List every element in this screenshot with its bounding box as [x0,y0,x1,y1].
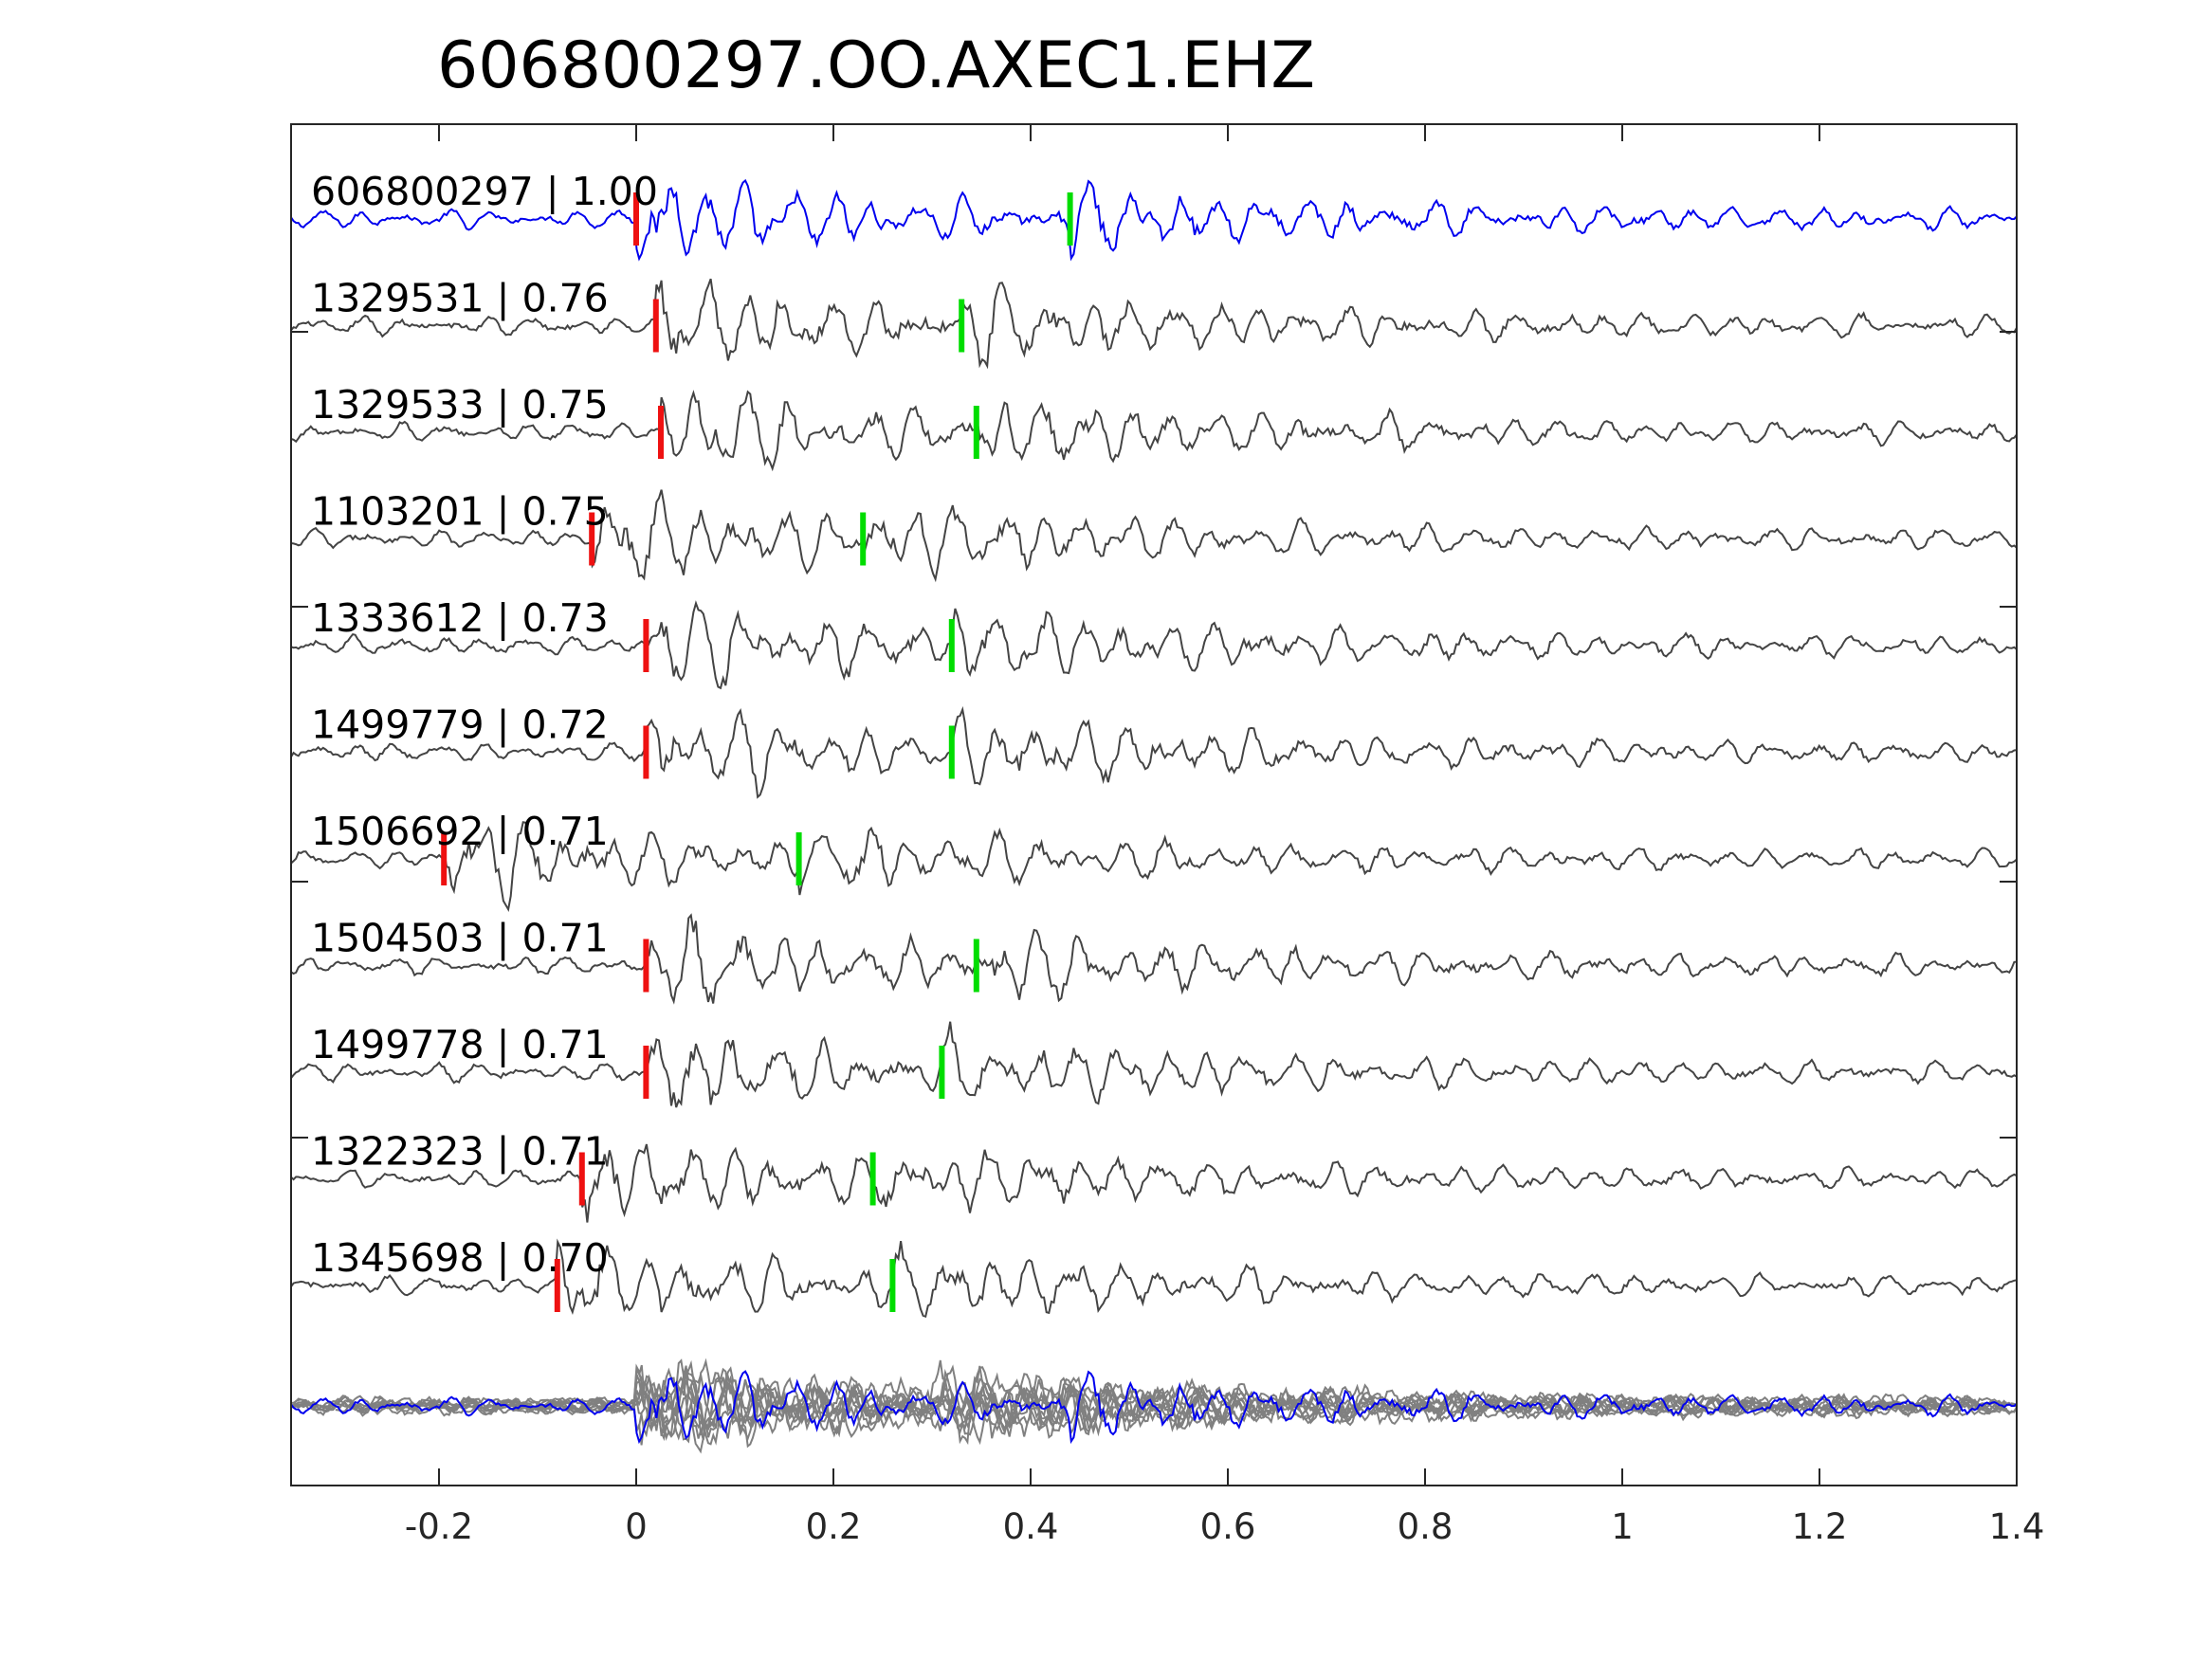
p-pick-1329533 [658,406,664,459]
trace-label-1103201: 1103201 | 0.75 [311,489,609,535]
trace-1329531 [290,278,2018,370]
p-pick-1333612 [643,619,649,672]
trace-label-1499779: 1499779 | 0.72 [311,702,609,748]
p-pick-1322323 [578,1152,585,1206]
x-tick-label: 1.2 [1792,1506,1848,1547]
trace-labels: 606800297 | 1.00 1329531 | 0.76 1329533 | … [311,169,658,1281]
s-pick-1504503 [973,939,979,993]
trace-1499779 [290,705,2018,799]
x-tick-label: 1.4 [1989,1506,2045,1547]
s-pick-1499778 [939,1046,945,1099]
trace-layer [290,178,2018,1319]
overlay-stack [290,1358,2018,1454]
trace-label-606800297: 606800297 | 1.00 [311,169,658,214]
s-pick-1103201 [860,512,867,566]
plot-frame [290,123,2018,1486]
trace-1322323 [290,1143,2018,1223]
trace-label-1345698: 1345698 | 0.70 [311,1235,609,1281]
p-pick-606800297 [633,192,639,246]
x-tick-label: 1 [1611,1506,1634,1547]
pick-markers [441,192,1073,1312]
s-pick-1499779 [948,725,955,779]
s-pick-1506692 [795,832,802,885]
trace-label-1333612: 1333612 | 0.73 [311,595,609,641]
s-pick-1329531 [959,299,965,353]
x-tick-label: 0.2 [806,1506,862,1547]
trace-1504503 [290,913,2018,1005]
trace-label-1506692: 1506692 | 0.71 [311,809,609,854]
p-pick-1499778 [643,1046,649,1099]
p-pick-1499779 [643,725,649,779]
x-tick-label: -0.2 [405,1506,473,1547]
p-pick-1103201 [589,512,595,566]
s-pick-606800297 [1067,192,1073,246]
x-tick-label: 0.6 [1200,1506,1256,1547]
trace-1333612 [290,600,2018,690]
s-pick-1333612 [948,619,955,672]
p-pick-1345698 [554,1259,560,1312]
p-pick-1329531 [652,299,659,353]
s-pick-1329533 [973,406,979,459]
s-pick-1345698 [889,1259,896,1312]
overlay-trace-606800297 [290,1370,2018,1445]
overlay-trace-1322323 [344,1374,2018,1446]
trace-label-1322323: 1322323 | 0.71 [311,1129,609,1175]
chart-title: 606800297.OO.AXEC1.EHZ [437,28,1315,103]
trace-606800297 [290,178,2018,262]
s-pick-1322323 [869,1152,876,1206]
x-axis: -0.2 0 0.2 0.4 0.6 0.8 1 1.2 1.4 [291,124,2044,1547]
p-pick-1504503 [643,939,649,993]
trace-label-1504503: 1504503 | 0.71 [311,916,609,961]
x-tick-label: 0.8 [1398,1506,1453,1547]
trace-label-1499778: 1499778 | 0.71 [311,1022,609,1067]
trace-label-1329531: 1329531 | 0.76 [311,276,609,321]
trace-1329533 [290,390,2018,472]
overlay-trace-1345698 [369,1363,2018,1435]
x-tick-label: 0.4 [1003,1506,1059,1547]
trace-1499778 [290,1021,2018,1108]
p-pick-1506692 [441,832,448,885]
trace-1506692 [290,821,2018,913]
trace-1103201 [290,489,2018,583]
trace-label-1329533: 1329533 | 0.75 [311,382,609,428]
x-tick-label: 0 [625,1506,648,1547]
trace-1345698 [290,1238,2018,1319]
